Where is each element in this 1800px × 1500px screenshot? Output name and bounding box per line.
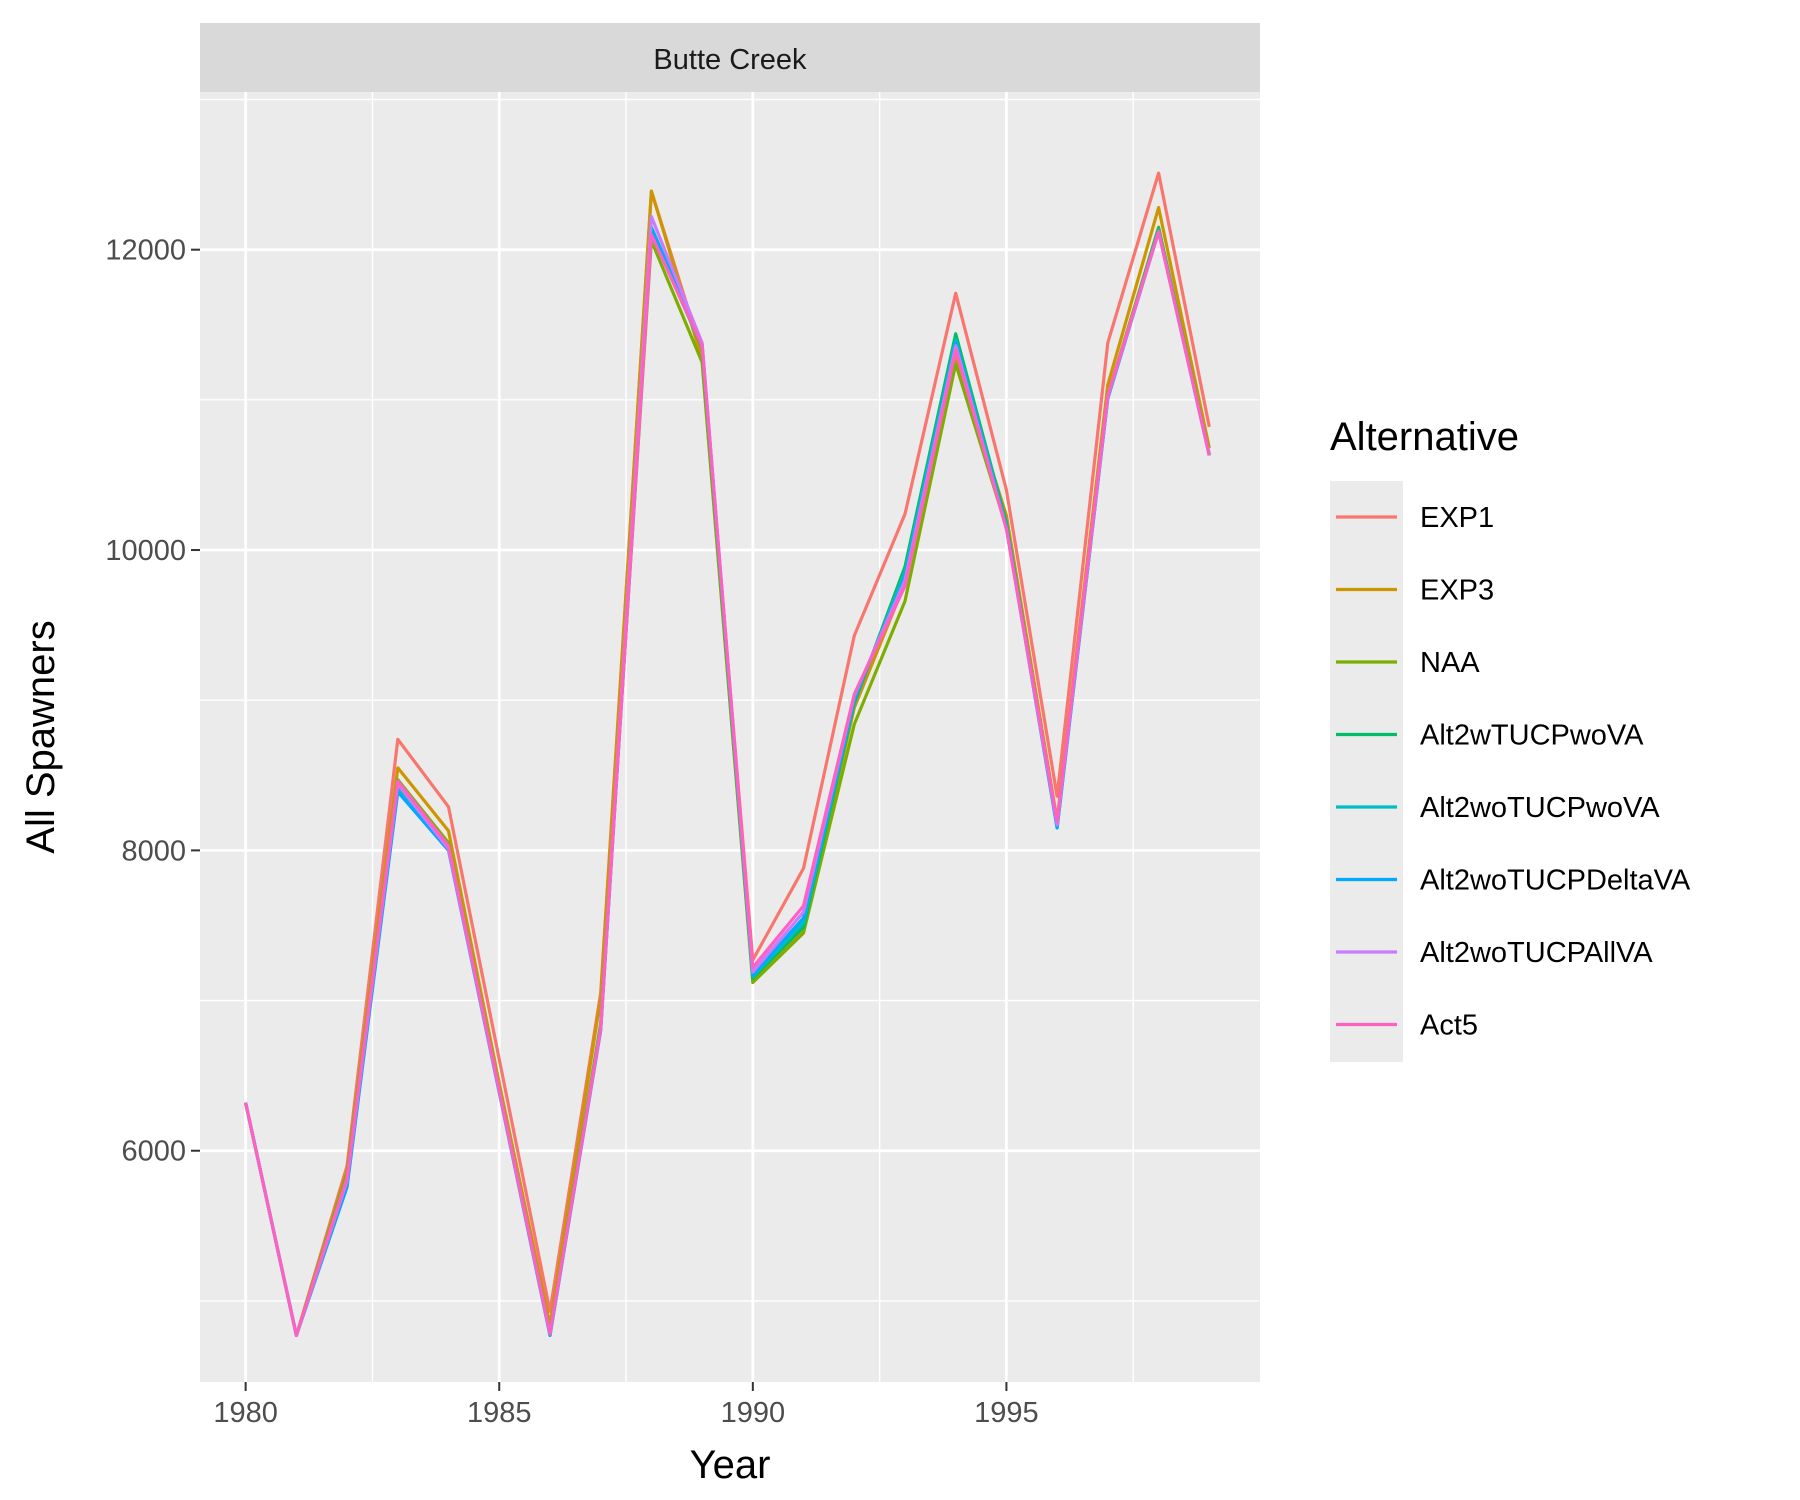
plot-panel [200,92,1260,1382]
series-lines [244,171,1211,1338]
facet-strip [200,23,1260,92]
x-tick-label: 1980 [213,1397,278,1429]
series-line-act5 [244,230,1211,1338]
y-tick-label: 6000 [121,1136,186,1168]
legend-title: Alternative [1330,415,1519,459]
x-tick-label: 1985 [467,1397,532,1429]
legend-label-alt2wotucpdeltava: Alt2woTUCPDeltaVA [1420,865,1691,897]
major-gridlines [200,92,1260,1382]
x-axis: 1980 1985 1990 1995 [213,1382,1039,1429]
legend-label-alt2wotucpwova: Alt2woTUCPwoVA [1420,792,1660,824]
x-tick-label: 1990 [721,1397,786,1429]
legend-label-naa: NAA [1420,647,1480,679]
legend-label-alt2wtucpwova: Alt2wTUCPwoVA [1420,720,1644,752]
y-tick-label: 12000 [105,235,186,267]
x-tick-label: 1995 [974,1397,1039,1429]
legend: Alternative EXP1 EXP3 NAA Alt2wTUCPwoVA Alt2… [1330,415,1691,1062]
legend-label-alt2wotucpallva: Alt2woTUCPAllVA [1420,937,1653,969]
legend-label-act5: Act5 [1420,1010,1478,1042]
legend-key-background [1330,481,1403,1062]
legend-label-exp3: EXP3 [1420,575,1494,607]
y-axis: 6000 8000 10000 12000 [105,235,200,1168]
facet-strip-label: Butte Creek [653,44,807,76]
legend-items: EXP1 EXP3 NAA Alt2wTUCPwoVA Alt2woTUCPwoVA Al… [1336,502,1691,1042]
y-tick-label: 8000 [121,835,186,867]
y-axis-title: All Spawners [19,620,63,853]
x-axis-title: Year [690,1443,771,1487]
legend-label-exp1: EXP1 [1420,502,1494,534]
y-tick-label: 10000 [105,535,186,567]
